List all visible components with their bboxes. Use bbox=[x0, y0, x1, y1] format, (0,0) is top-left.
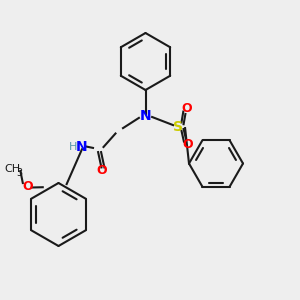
Text: N: N bbox=[76, 140, 88, 154]
Text: S: S bbox=[173, 120, 184, 134]
Text: CH: CH bbox=[4, 164, 20, 175]
Text: O: O bbox=[182, 102, 192, 115]
Text: N: N bbox=[140, 109, 151, 122]
Text: 3: 3 bbox=[16, 168, 22, 178]
Text: O: O bbox=[97, 164, 107, 178]
Text: O: O bbox=[182, 138, 193, 151]
Text: O: O bbox=[22, 179, 33, 193]
Text: H: H bbox=[69, 142, 78, 152]
